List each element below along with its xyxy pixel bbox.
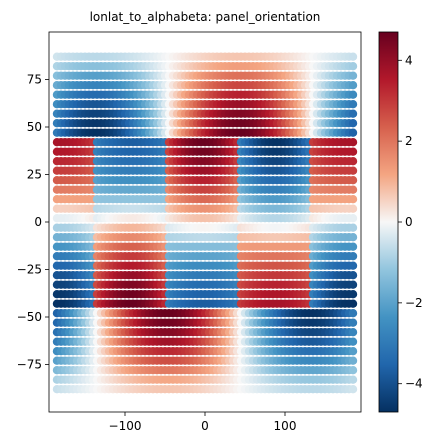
data-point (348, 290, 358, 299)
data-point (348, 223, 358, 232)
data-point (348, 214, 358, 223)
data-point (348, 356, 358, 365)
y-tick-label: 0 (34, 215, 42, 229)
data-point (348, 385, 358, 394)
data-point (348, 119, 358, 128)
colorbar (378, 31, 399, 413)
data-point (348, 138, 358, 147)
x-axis: −100 0 100 (109, 412, 297, 433)
chart-title: lonlat_to_alphabeta: panel_orientation (90, 10, 321, 24)
data-point (348, 157, 358, 166)
data-point (348, 195, 358, 204)
y-tick-label: −75 (17, 358, 42, 372)
data-point (348, 147, 358, 156)
colorbar-axis: −4 −2 0 2 4 (398, 53, 423, 391)
data-point (348, 280, 358, 289)
data-point (348, 81, 358, 90)
y-tick-label: 25 (27, 168, 42, 182)
data-point (348, 366, 358, 375)
data-point (348, 233, 358, 242)
data-point (348, 90, 358, 99)
data-point (348, 299, 358, 308)
data-point (348, 52, 358, 61)
colorbar-tick-label: 2 (405, 134, 413, 148)
x-tick-label: 100 (274, 419, 297, 433)
data-point (348, 271, 358, 280)
data-point (348, 185, 358, 194)
x-tick-label: −100 (109, 419, 142, 433)
data-point (348, 166, 358, 175)
data-point (348, 337, 358, 346)
data-point (348, 328, 358, 337)
y-tick-label: −50 (17, 310, 42, 324)
data-point (348, 176, 358, 185)
data-point (348, 109, 358, 118)
scatter-points (52, 52, 358, 394)
data-point (348, 71, 358, 80)
data-point (348, 242, 358, 251)
colorbar-tick-label: 4 (405, 53, 413, 67)
data-point (348, 375, 358, 384)
data-point (348, 318, 358, 327)
y-tick-label: 50 (27, 120, 42, 134)
y-tick-label: −25 (17, 263, 42, 277)
x-tick-label: 0 (201, 419, 209, 433)
y-tick-label: 75 (27, 73, 42, 87)
colorbar-tick-label: −2 (405, 296, 423, 310)
data-point (348, 61, 358, 71)
colorbar-tick-label: 0 (405, 215, 413, 229)
colorbar-tick-label: −4 (405, 377, 423, 391)
y-axis: −75 −50 −25 0 25 50 75 (17, 73, 49, 372)
data-point (348, 309, 358, 318)
data-point (348, 204, 358, 213)
data-point (348, 100, 358, 109)
data-point (348, 252, 358, 261)
data-point (348, 347, 358, 356)
data-point (348, 128, 358, 137)
data-point (348, 261, 358, 270)
